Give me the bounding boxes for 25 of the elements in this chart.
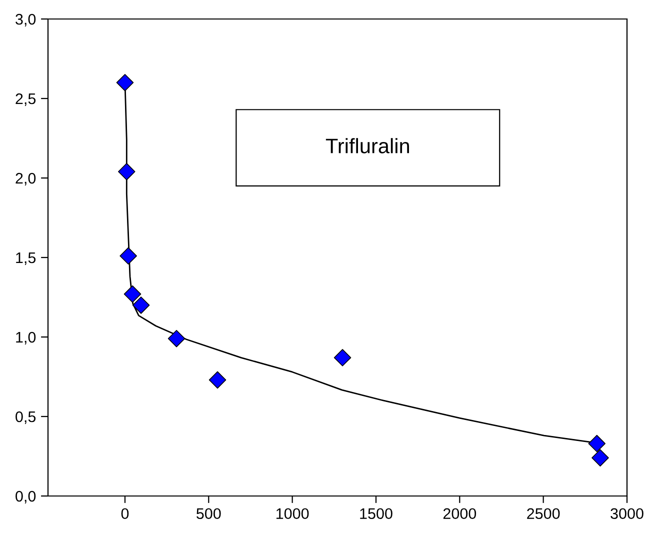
point [116,74,134,92]
y-tick-label: 1,0 [16,332,36,344]
text: Trifluralin [326,138,409,154]
x-tick-label: 2500 [527,508,560,520]
point [124,285,142,303]
x-tick-label: 1500 [360,508,392,520]
x-tick-label: 1000 [276,508,309,520]
y-tick-label: 0,0 [16,490,36,504]
y-tick-label: 2,5 [16,93,36,106]
point [132,296,150,314]
y-tick-label: 2,0 [16,172,36,186]
x-tick-label: 2000 [443,508,476,520]
x-tick-label: 3000 [610,508,644,520]
y-tick-label: 0,5 [16,411,36,424]
point [118,163,136,180]
y-tick-label: 3,0 [16,14,36,26]
point [592,449,609,466]
x-tick-label: 500 [196,508,221,520]
point [588,434,606,452]
point [168,330,186,348]
y-tick-label: 1,5 [16,252,36,265]
point [334,349,352,366]
x-tick-label: 0 [121,508,129,520]
point [120,247,137,265]
point [208,371,226,389]
